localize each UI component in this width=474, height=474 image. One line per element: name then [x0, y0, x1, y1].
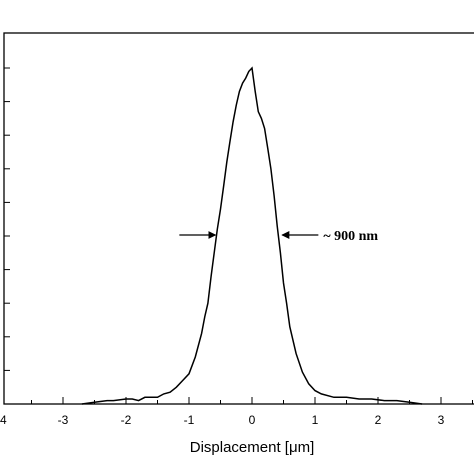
x-tick-label: -2	[121, 413, 132, 427]
x-tick-label: 2	[375, 413, 382, 427]
x-tick-label: 0	[249, 413, 256, 427]
x-tick-label: 3	[438, 413, 445, 427]
fwhm-annotation: ~ 900 nm	[323, 229, 378, 244]
x-tick-label: 4	[0, 413, 7, 427]
plot-frame	[3, 32, 474, 405]
x-axis-label: Displacement [μm]	[190, 439, 315, 456]
x-tick-label: -1	[184, 413, 195, 427]
x-tick-label: -3	[58, 413, 69, 427]
series-line	[81, 66, 423, 405]
x-tick-label: 1	[312, 413, 319, 427]
x-ticks: 4 -3 -2 -1 0 1 2 3	[0, 397, 473, 427]
y-ticks	[4, 67, 10, 405]
